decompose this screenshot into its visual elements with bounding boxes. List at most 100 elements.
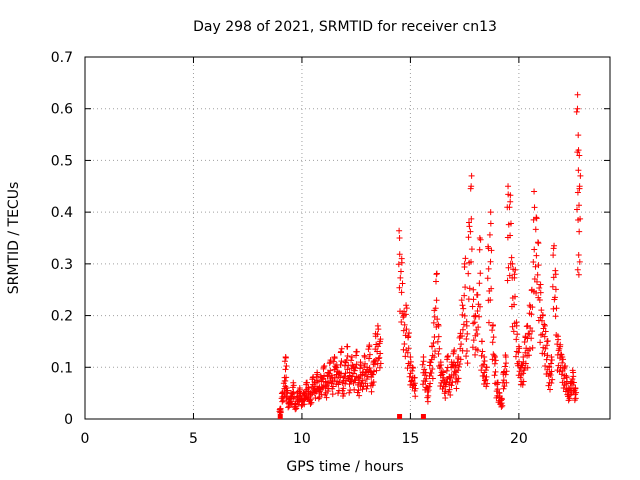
- data-point: [351, 367, 358, 374]
- data-point: [482, 367, 489, 374]
- data-point: [402, 353, 409, 360]
- data-point: [403, 326, 410, 333]
- y-tick-label: 0.4: [51, 205, 73, 221]
- data-point: [423, 375, 430, 382]
- data-point: [498, 396, 505, 403]
- data-point: [545, 382, 552, 389]
- data-point: [533, 278, 540, 285]
- data-point: [478, 338, 485, 345]
- data-point: [511, 301, 518, 308]
- data-point: [401, 341, 408, 348]
- data-point: [455, 363, 462, 370]
- data-point: [502, 363, 509, 370]
- data-point: [533, 215, 540, 222]
- data-point: [442, 388, 449, 395]
- data-point: [437, 365, 444, 372]
- data-point: [504, 277, 511, 284]
- data-point: [468, 246, 475, 253]
- data-point: [546, 363, 553, 370]
- data-point: [455, 375, 462, 382]
- data-point: [307, 392, 314, 399]
- data-point: [327, 357, 334, 364]
- data-point: [447, 375, 454, 382]
- data-points: [276, 91, 584, 419]
- data-point: [323, 394, 330, 401]
- data-point: [514, 331, 521, 338]
- data-point: [535, 262, 542, 269]
- data-point: [538, 317, 545, 324]
- data-point: [576, 228, 583, 235]
- data-point: [463, 353, 470, 360]
- data-point: [335, 381, 342, 388]
- data-point: [282, 354, 289, 361]
- data-point: [537, 289, 544, 296]
- data-point: [435, 321, 442, 328]
- data-point: [460, 321, 467, 328]
- data-point: [420, 358, 427, 365]
- data-point: [521, 339, 528, 346]
- data-point: [478, 352, 485, 359]
- data-point: [574, 105, 581, 112]
- data-point: [363, 376, 370, 383]
- data-point: [539, 312, 546, 319]
- data-point: [450, 350, 457, 357]
- data-point: [576, 258, 583, 265]
- data-point: [435, 333, 442, 340]
- data-point: [405, 334, 412, 341]
- data-point: [422, 378, 429, 385]
- data-point: [459, 302, 466, 309]
- data-point: [552, 313, 559, 320]
- data-point: [331, 374, 338, 381]
- data-point: [577, 215, 584, 222]
- data-point: [547, 371, 554, 378]
- data-point: [476, 313, 483, 320]
- data-point: [529, 304, 536, 311]
- data-point: [509, 260, 516, 267]
- data-point: [485, 265, 492, 272]
- data-point: [330, 358, 337, 365]
- data-point: [515, 349, 522, 356]
- data-point: [463, 348, 470, 355]
- y-tick-label: 0.3: [51, 257, 73, 273]
- data-point: [520, 370, 527, 377]
- data-point: [536, 297, 543, 304]
- data-point: [468, 172, 475, 179]
- data-point: [366, 351, 373, 358]
- data-point: [338, 358, 345, 365]
- data-point: [327, 367, 334, 374]
- data-point: [505, 183, 512, 190]
- data-point: [429, 375, 436, 382]
- data-point: [574, 206, 581, 213]
- data-point: [346, 381, 353, 388]
- data-point: [304, 379, 311, 386]
- data-point: [425, 387, 432, 394]
- data-point: [337, 349, 344, 356]
- data-point: [398, 319, 405, 326]
- data-point: [401, 321, 408, 328]
- data-point: [328, 372, 335, 379]
- x-tick-label: 10: [293, 431, 311, 447]
- data-point: [549, 283, 556, 290]
- data-point: [312, 395, 319, 402]
- data-point: [480, 361, 487, 368]
- data-point: [490, 321, 497, 328]
- data-point: [492, 357, 499, 364]
- data-point: [429, 366, 436, 373]
- data-point: [396, 284, 403, 291]
- data-point: [353, 352, 360, 359]
- data-point: [402, 311, 409, 318]
- data-point: [486, 231, 493, 238]
- data-point: [485, 243, 492, 250]
- data-point: [501, 383, 508, 390]
- zero-value-marker: [277, 414, 283, 419]
- x-tick-label: 0: [81, 431, 90, 447]
- x-tick-label: 15: [401, 431, 419, 447]
- data-point: [487, 258, 494, 265]
- data-point: [474, 330, 481, 337]
- data-point: [562, 362, 569, 369]
- data-point: [491, 352, 498, 359]
- y-axis-label: SRMTID / TECUs: [6, 182, 22, 295]
- data-point: [370, 371, 377, 378]
- data-point: [557, 351, 564, 358]
- data-point: [453, 385, 460, 392]
